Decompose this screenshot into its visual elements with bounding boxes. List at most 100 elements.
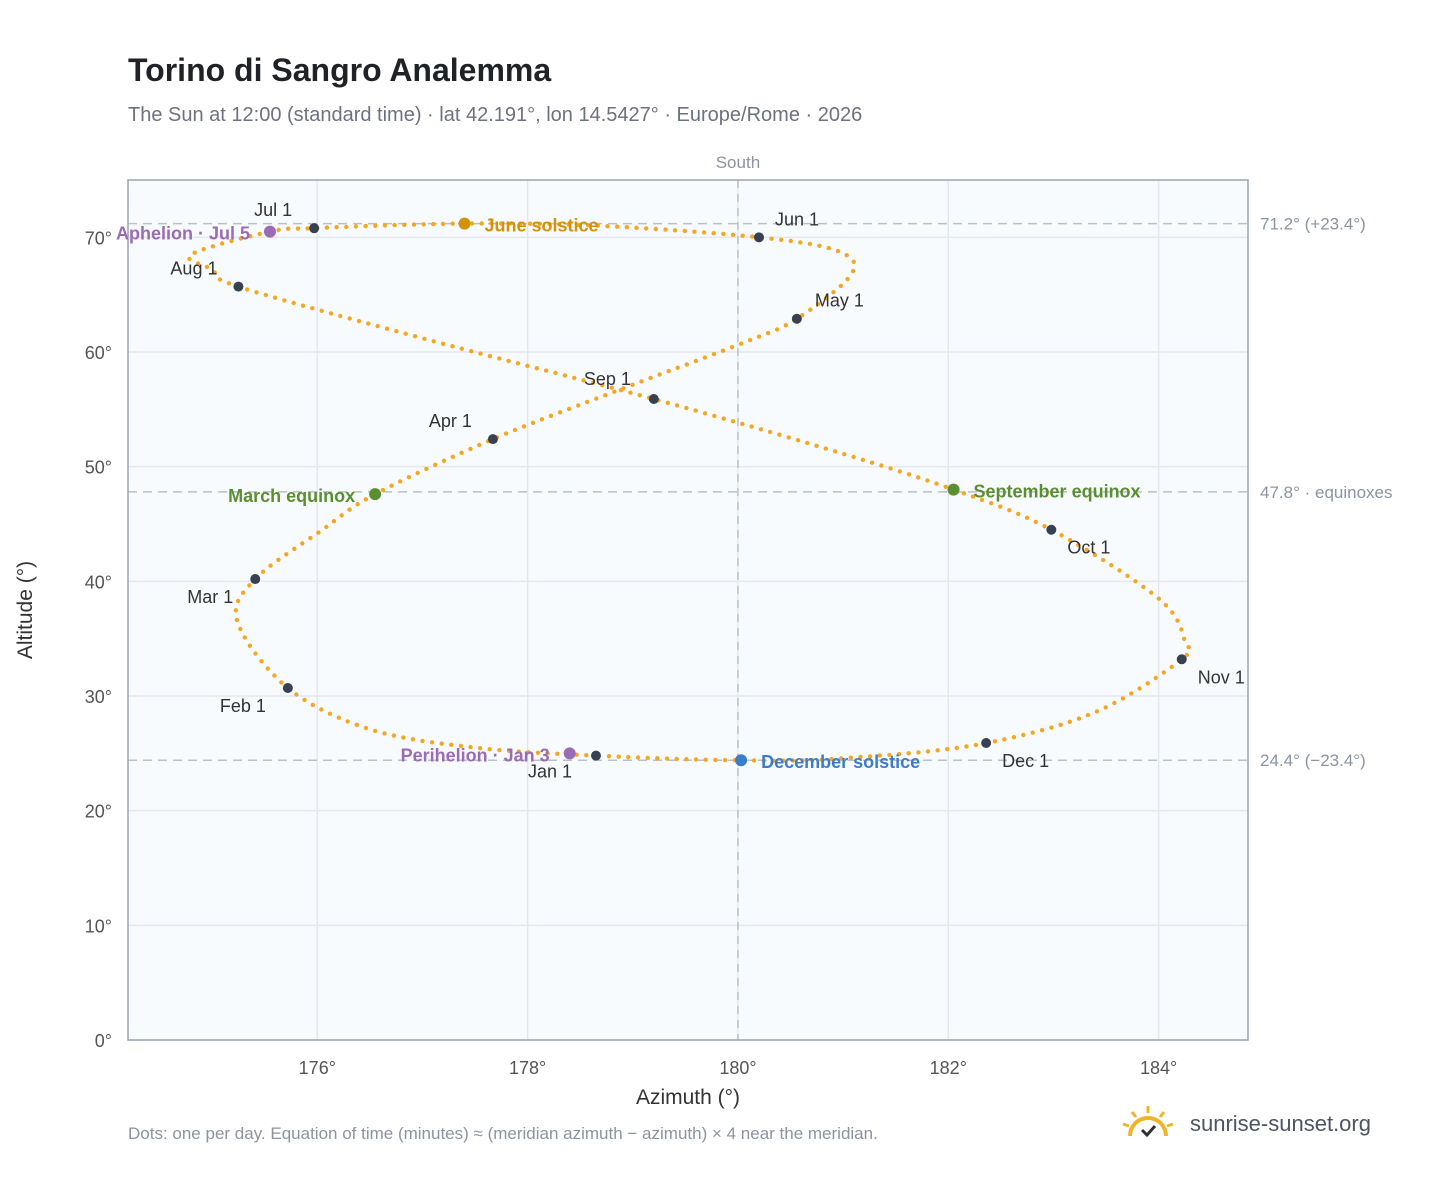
day-dot	[328, 311, 334, 316]
day-dot	[238, 626, 243, 632]
month-marker	[753, 232, 764, 243]
day-dot	[657, 372, 662, 377]
day-dot	[534, 366, 539, 371]
day-dot	[316, 530, 321, 535]
day-dot	[711, 231, 716, 236]
day-dot	[272, 673, 277, 678]
day-dot	[645, 755, 650, 761]
day-dot	[765, 330, 771, 336]
day-dot	[603, 393, 608, 398]
day-dot	[835, 248, 841, 254]
day-dot	[265, 666, 270, 671]
reference-label: 71.2° (+23.4°)	[1260, 215, 1366, 234]
day-dot	[450, 344, 455, 349]
day-dot	[324, 225, 330, 230]
day-dot	[851, 454, 856, 460]
day-dot	[655, 756, 660, 761]
day-dot	[439, 741, 444, 746]
day-dot	[363, 497, 369, 502]
day-dot	[1076, 716, 1082, 721]
day-dot	[693, 757, 699, 762]
day-dot	[212, 270, 217, 275]
day-dot	[245, 287, 250, 292]
day-dot	[780, 758, 786, 763]
brand-name: sunrise-sunset.org	[1190, 1111, 1371, 1136]
day-dot	[860, 457, 866, 462]
meridian-label: South	[716, 153, 760, 172]
day-dot	[459, 346, 464, 351]
day-dot	[220, 241, 225, 246]
day-dot	[1101, 557, 1106, 563]
reference-label: 47.8° · equinoxes	[1260, 483, 1393, 502]
day-dot	[761, 758, 766, 763]
day-dot	[692, 229, 697, 234]
x-tick-label: 182°	[930, 1058, 967, 1078]
day-dot	[295, 226, 301, 231]
day-dot	[612, 389, 617, 394]
day-dot	[525, 363, 530, 368]
day-dot	[826, 245, 831, 251]
day-dot	[459, 450, 464, 455]
day-dot	[823, 446, 828, 451]
day-dot	[751, 758, 757, 763]
day-dot	[572, 375, 577, 381]
day-dot	[738, 341, 744, 346]
day-dot	[539, 417, 545, 422]
day-dot	[788, 238, 793, 244]
day-dot	[286, 226, 291, 231]
month-label: Feb 1	[220, 696, 266, 716]
day-dot	[355, 502, 360, 507]
day-dot	[1120, 696, 1126, 701]
day-dot	[344, 224, 349, 230]
day-dot	[422, 336, 427, 341]
day-dot	[721, 416, 726, 421]
day-dot	[415, 470, 420, 476]
day-dot	[201, 247, 206, 252]
event-marker	[263, 225, 276, 238]
day-dot	[1007, 508, 1012, 513]
month-label: May 1	[815, 291, 864, 311]
day-dot	[240, 590, 246, 595]
day-dot	[260, 569, 266, 574]
y-axis-title: Altitude (°)	[14, 561, 37, 659]
day-dot	[497, 747, 502, 753]
day-dot	[279, 680, 284, 685]
day-dot	[421, 222, 426, 227]
day-dot	[327, 711, 333, 716]
month-marker	[282, 682, 293, 693]
day-dot	[253, 651, 258, 656]
day-dot	[204, 264, 210, 270]
day-dot	[345, 719, 350, 724]
month-label: Jul 1	[254, 200, 292, 220]
day-dot	[684, 362, 689, 367]
day-dot	[795, 438, 801, 443]
day-dot	[242, 635, 247, 640]
day-dot	[412, 334, 418, 339]
day-dot	[722, 757, 728, 763]
day-dot	[1137, 686, 1142, 691]
day-dot	[756, 334, 762, 339]
day-dot	[478, 351, 483, 356]
day-dot	[555, 751, 560, 756]
day-dot	[487, 353, 493, 359]
day-dot	[721, 231, 726, 237]
event-label: Aphelion · Jul 5	[116, 224, 250, 244]
day-dot	[1103, 705, 1108, 710]
day-dot	[1156, 596, 1162, 601]
day-dot	[896, 751, 902, 757]
day-dot	[1179, 627, 1184, 632]
day-dot	[1076, 542, 1081, 548]
day-dot	[663, 227, 668, 232]
day-dot	[887, 752, 892, 758]
day-dot	[353, 224, 359, 229]
y-tick-label: 0°	[95, 1031, 112, 1051]
day-dot	[740, 421, 745, 427]
sun-logo-icon	[1122, 1106, 1174, 1138]
day-dot	[441, 458, 447, 463]
day-dot	[392, 222, 397, 228]
day-dot	[805, 440, 810, 446]
day-dot	[338, 313, 343, 319]
day-dot	[394, 329, 399, 334]
day-dot	[305, 226, 310, 231]
brand[interactable]: sunrise-sunset.org	[1120, 1104, 1371, 1144]
